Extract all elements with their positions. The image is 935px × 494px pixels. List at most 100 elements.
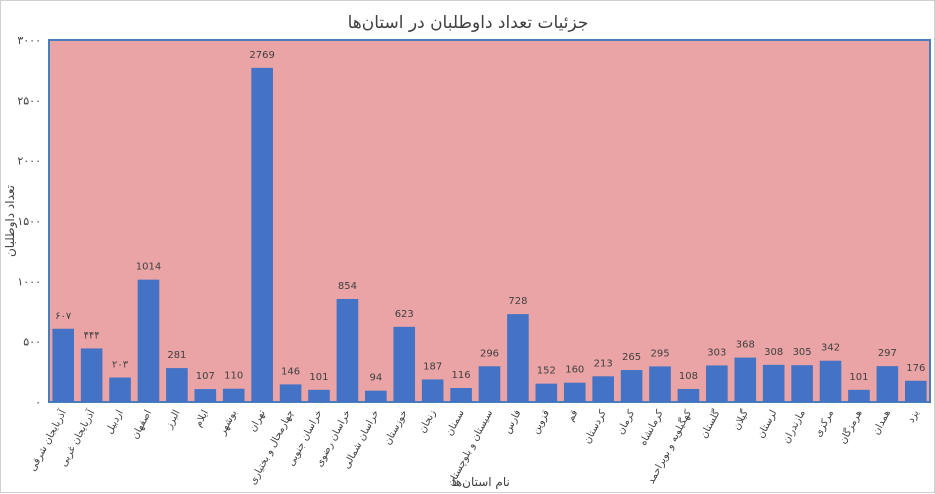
bar (80, 348, 103, 402)
bar (706, 365, 728, 402)
data-label: 187 (423, 361, 442, 372)
data-label: 303 (707, 347, 726, 358)
bar (308, 389, 330, 402)
y-tick-label: ۰ (35, 396, 41, 409)
data-label: 176 (906, 363, 925, 374)
bar (620, 370, 643, 402)
data-label: 623 (395, 309, 414, 320)
data-label: 160 (565, 365, 584, 376)
x-tick-label: قزوین (530, 408, 552, 436)
x-tick-label: همدان (871, 408, 893, 437)
bar (563, 382, 586, 402)
bar (137, 279, 160, 402)
x-tick-label: تهران (247, 408, 268, 434)
data-label: 297 (878, 348, 897, 359)
x-tick-label: کرمان (615, 408, 637, 436)
bar (592, 376, 614, 402)
x-tick-label: مازندران (781, 408, 808, 445)
data-label: 2769 (249, 50, 274, 61)
bar (762, 364, 785, 402)
data-label: 342 (821, 343, 840, 354)
data-label: 728 (508, 296, 527, 307)
x-tick-label: اصفهان (130, 408, 154, 441)
x-tick-label: بوشهر (217, 408, 240, 437)
data-label: 1014 (136, 262, 161, 273)
bars (52, 67, 927, 403)
y-axis-title: تعداد داوطلبان (3, 185, 18, 257)
y-axis: ۰ ۵۰۰ ۱۰۰۰ ۱۵۰۰ ۲۰۰۰ ۲۵۰۰ ۳۰۰۰ (17, 34, 41, 409)
chart-title: جزئیات تعداد داوطلبان در استان‌ها (348, 13, 589, 33)
y-tick-label: ۲۰۰۰ (17, 155, 41, 168)
data-label: 295 (650, 348, 669, 359)
x-tick-label: قم (565, 408, 580, 423)
y-tick-label: ۵۰۰ (23, 336, 41, 349)
data-label: 213 (594, 358, 613, 369)
y-tick-label: ۱۵۰۰ (17, 215, 41, 228)
bar (166, 368, 188, 402)
data-label: ۴۴۴ (84, 330, 100, 341)
x-tick-label: فارس (502, 408, 523, 435)
x-tick-label: البرز (163, 408, 182, 431)
x-axis-title: نام استان‌ها (452, 475, 510, 489)
bar (336, 298, 359, 402)
bar (649, 366, 671, 402)
x-tick-label: ایلام (193, 408, 211, 429)
x-tick-label: لرستان (755, 408, 779, 440)
data-labels: ۶۰۷ ۴۴۴ ۲۰۳ 1014 281 107 110 2769 146 101 854 94 623… (55, 50, 925, 384)
bar (194, 389, 217, 402)
x-tick-label: مرکزی (813, 408, 836, 439)
data-label: ۲۰۳ (112, 360, 129, 371)
data-label: 110 (224, 371, 243, 382)
bar (535, 383, 558, 402)
bar (222, 388, 245, 402)
data-label: 854 (338, 281, 357, 292)
data-label: 101 (849, 372, 868, 383)
bar (365, 390, 387, 402)
data-label: 101 (309, 372, 328, 383)
data-label: ۶۰۷ (55, 311, 72, 322)
x-tick-label: یزد (906, 408, 922, 425)
data-label: 152 (537, 366, 556, 377)
y-tick-label: ۱۰۰۰ (17, 275, 41, 288)
x-tick-label: گلستان (698, 408, 723, 441)
data-label: 281 (167, 350, 186, 361)
bar (507, 314, 529, 402)
data-label: 116 (452, 370, 471, 381)
x-tick-label: کرمانشاه (638, 408, 666, 448)
bar (421, 379, 444, 402)
y-tick-label: ۳۰۰۰ (17, 34, 41, 47)
data-label: 296 (480, 348, 499, 359)
x-tick-label: سمنان (444, 408, 467, 438)
bar (279, 384, 302, 402)
data-label: 308 (764, 347, 783, 358)
x-tick-label: زنجان (417, 408, 438, 435)
bar (734, 357, 757, 402)
x-tick-label: خوزستان (382, 408, 410, 447)
data-label: 265 (622, 352, 641, 363)
x-tick-label: کردستان (582, 408, 609, 446)
bar (478, 366, 501, 402)
bar (791, 365, 813, 402)
x-tick-label: گیلان (730, 408, 751, 432)
y-tick-label: ۲۵۰۰ (17, 94, 41, 107)
bar (251, 67, 273, 403)
data-label: 368 (736, 340, 755, 351)
bar (109, 377, 131, 402)
data-label: 146 (281, 366, 300, 377)
data-label: 108 (679, 371, 698, 382)
data-label: 107 (196, 371, 215, 382)
bar (904, 380, 927, 402)
bar (677, 388, 700, 402)
data-label: 305 (793, 347, 812, 358)
bar (52, 328, 75, 402)
plot-area (48, 39, 931, 403)
data-label: 94 (369, 373, 382, 384)
x-tick-label: اردبیل (104, 408, 126, 436)
x-tick-label: هرمزگان (837, 408, 865, 446)
bar (876, 366, 899, 402)
bar (819, 360, 842, 402)
bar (450, 388, 472, 402)
bar (393, 326, 416, 402)
